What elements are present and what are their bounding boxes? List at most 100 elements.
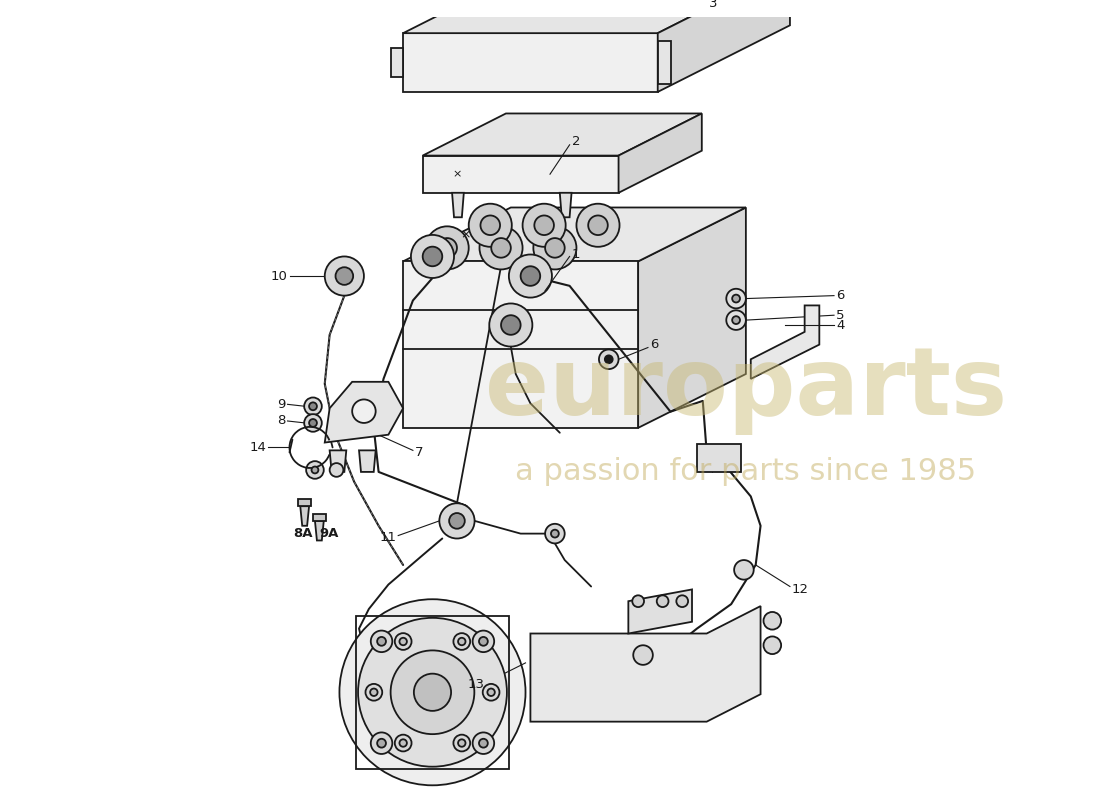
Circle shape <box>371 733 393 754</box>
Circle shape <box>733 316 740 324</box>
Polygon shape <box>638 207 746 428</box>
Circle shape <box>377 637 386 646</box>
Text: 2: 2 <box>572 135 580 148</box>
Polygon shape <box>422 114 702 155</box>
Circle shape <box>340 599 526 786</box>
Text: 3: 3 <box>708 0 717 10</box>
Circle shape <box>520 266 540 286</box>
Circle shape <box>469 204 512 247</box>
Text: 14: 14 <box>249 441 266 454</box>
Circle shape <box>509 254 552 298</box>
Circle shape <box>726 310 746 330</box>
Text: europarts: europarts <box>485 342 1007 434</box>
Circle shape <box>551 530 559 538</box>
Polygon shape <box>697 445 741 472</box>
Circle shape <box>763 637 781 654</box>
Circle shape <box>365 684 382 701</box>
Text: ×: × <box>460 228 471 241</box>
Circle shape <box>546 238 564 258</box>
Circle shape <box>453 734 470 751</box>
Polygon shape <box>298 499 311 506</box>
Circle shape <box>449 513 465 529</box>
Circle shape <box>634 646 652 665</box>
Polygon shape <box>359 450 376 472</box>
Circle shape <box>478 637 487 646</box>
Circle shape <box>414 674 451 711</box>
Circle shape <box>305 398 322 415</box>
Polygon shape <box>403 33 658 92</box>
Circle shape <box>330 463 343 477</box>
Circle shape <box>734 560 754 580</box>
Text: a passion for parts since 1985: a passion for parts since 1985 <box>515 458 977 486</box>
Polygon shape <box>422 155 618 193</box>
Polygon shape <box>403 207 746 262</box>
Circle shape <box>676 595 689 607</box>
Text: 12: 12 <box>792 583 808 596</box>
Circle shape <box>309 402 317 410</box>
Circle shape <box>324 257 364 296</box>
Circle shape <box>336 267 353 285</box>
Circle shape <box>370 689 377 696</box>
Polygon shape <box>618 114 702 193</box>
Circle shape <box>763 612 781 630</box>
Circle shape <box>657 595 669 607</box>
Text: 9A: 9A <box>320 527 339 540</box>
Polygon shape <box>315 521 323 541</box>
Polygon shape <box>751 306 820 379</box>
Text: 11: 11 <box>379 531 396 544</box>
Text: 6: 6 <box>836 289 845 302</box>
Circle shape <box>588 215 608 235</box>
Circle shape <box>473 733 494 754</box>
Polygon shape <box>658 0 790 92</box>
Text: 10: 10 <box>271 270 287 282</box>
Text: 7: 7 <box>415 446 424 459</box>
Circle shape <box>492 238 510 258</box>
Circle shape <box>481 215 500 235</box>
Circle shape <box>546 524 564 543</box>
Circle shape <box>352 399 376 423</box>
Circle shape <box>605 355 613 363</box>
Circle shape <box>522 204 565 247</box>
Circle shape <box>473 630 494 652</box>
Polygon shape <box>330 450 346 472</box>
Polygon shape <box>452 193 464 218</box>
Circle shape <box>726 289 746 308</box>
Circle shape <box>632 595 644 607</box>
Circle shape <box>733 294 740 302</box>
Polygon shape <box>403 0 790 33</box>
Polygon shape <box>628 590 692 634</box>
Circle shape <box>377 738 386 748</box>
Circle shape <box>600 350 618 369</box>
Text: 6: 6 <box>650 338 658 351</box>
Circle shape <box>480 226 522 270</box>
Text: 9: 9 <box>277 398 286 411</box>
Circle shape <box>458 739 465 746</box>
Circle shape <box>395 734 411 751</box>
Polygon shape <box>392 48 403 78</box>
Circle shape <box>399 638 407 646</box>
Text: 5: 5 <box>836 309 845 322</box>
Polygon shape <box>324 382 403 442</box>
Circle shape <box>439 503 474 538</box>
Circle shape <box>358 618 507 766</box>
Circle shape <box>395 633 411 650</box>
Text: 13: 13 <box>468 678 484 691</box>
Circle shape <box>487 689 495 696</box>
Circle shape <box>458 638 465 646</box>
Circle shape <box>311 466 318 474</box>
Circle shape <box>422 246 442 266</box>
Circle shape <box>305 414 322 432</box>
Text: 1: 1 <box>572 248 580 261</box>
Polygon shape <box>658 41 671 84</box>
Circle shape <box>371 630 393 652</box>
Circle shape <box>535 215 554 235</box>
Circle shape <box>500 315 520 335</box>
Text: 4: 4 <box>836 318 845 331</box>
Circle shape <box>438 238 456 258</box>
Circle shape <box>309 419 317 427</box>
Circle shape <box>399 739 407 746</box>
Circle shape <box>576 204 619 247</box>
Circle shape <box>453 633 470 650</box>
Circle shape <box>483 684 499 701</box>
Circle shape <box>478 738 487 748</box>
